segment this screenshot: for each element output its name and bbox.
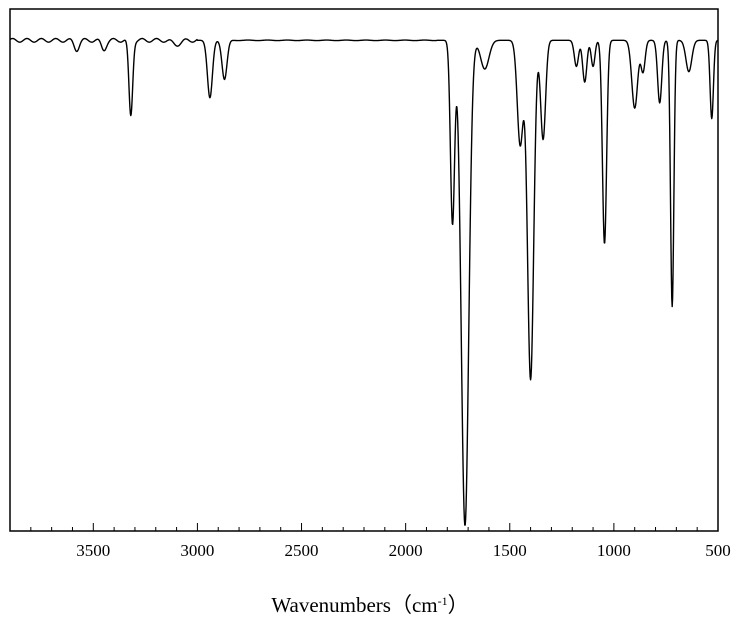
x-axis-ticks	[30, 523, 719, 531]
x-tick-label: 1500	[493, 541, 527, 560]
x-tick-label: 3500	[76, 541, 110, 560]
x-tick-label: 1000	[597, 541, 631, 560]
x-tick-label: 3000	[180, 541, 214, 560]
x-axis-tick-labels: 3500 3000 2500 2000 1500 1000 500	[76, 541, 730, 560]
x-tick-label: 2000	[389, 541, 423, 560]
spectrum-line	[9, 37, 719, 526]
x-axis-title: Wavenumbers（cm-1）	[271, 593, 468, 617]
plot-frame	[9, 8, 719, 532]
x-tick-label: 2500	[285, 541, 319, 560]
x-tick-label: 500	[705, 541, 731, 560]
